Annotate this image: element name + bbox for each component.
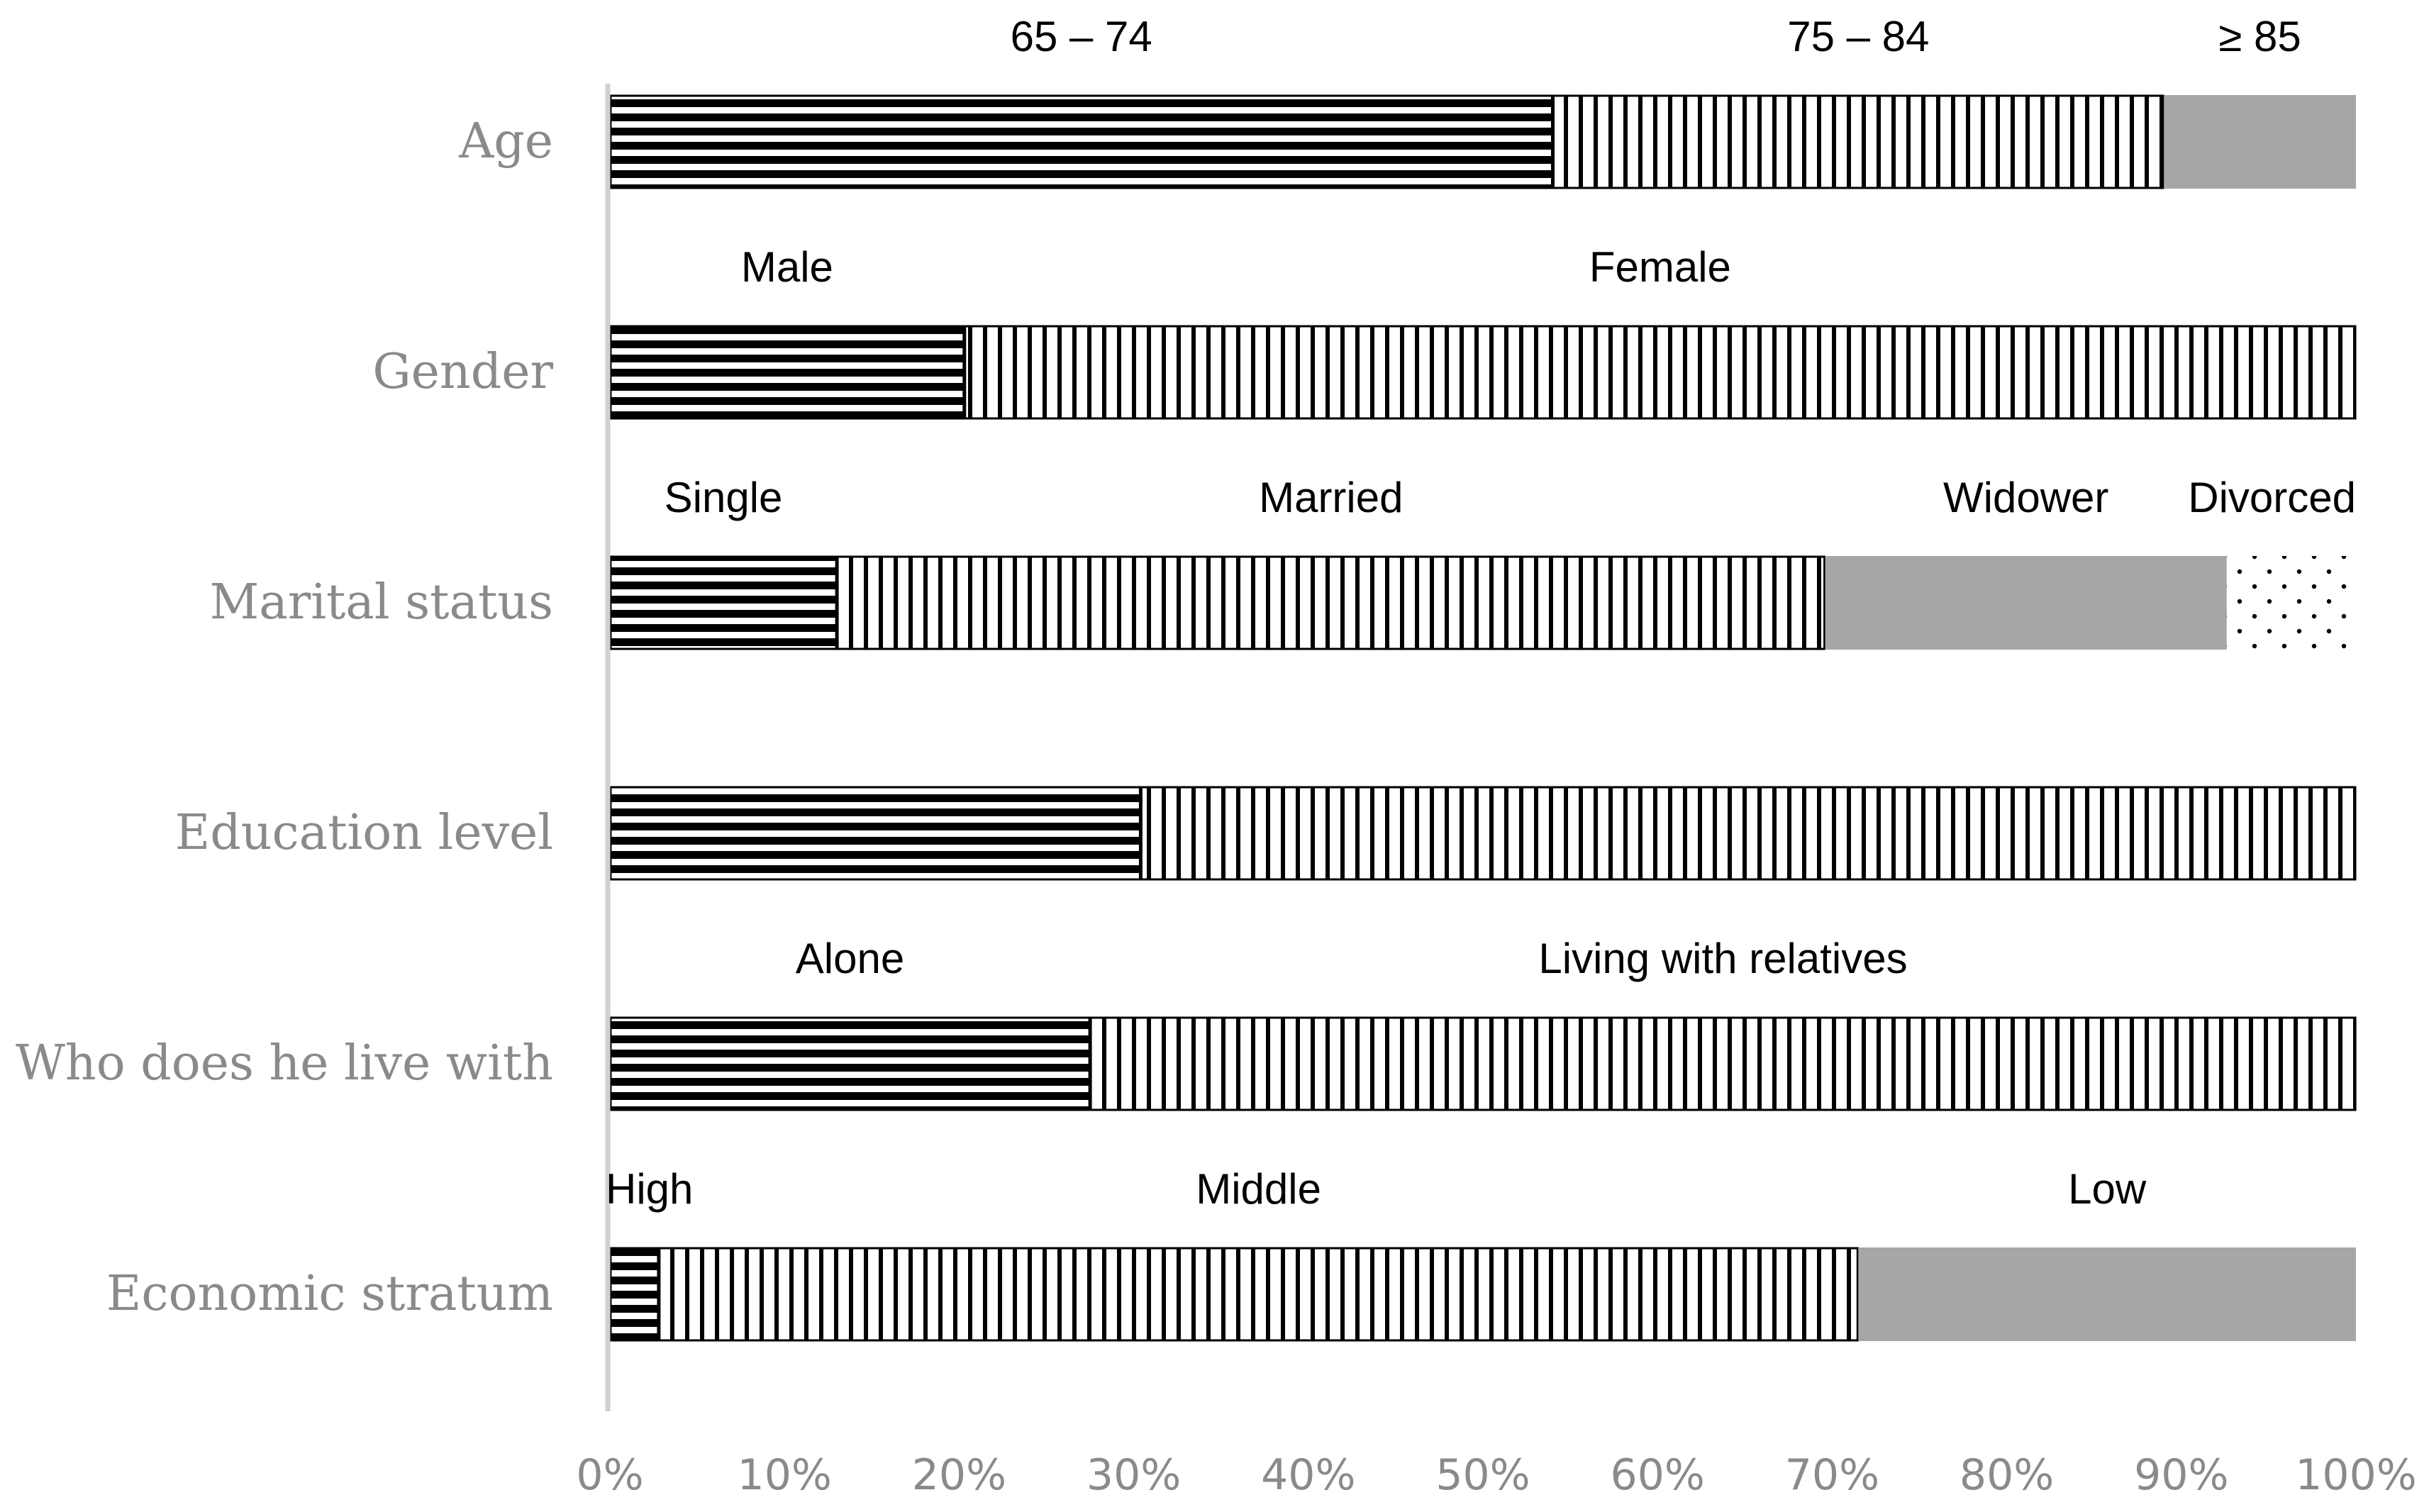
segment-label-gender-female: Female bbox=[1589, 243, 1731, 291]
x-tick-label-10: 10% bbox=[738, 1450, 832, 1500]
x-tick-label-60: 60% bbox=[1611, 1450, 1705, 1500]
category-label-age: Age bbox=[458, 113, 553, 169]
bar-marital-status-widower bbox=[1825, 556, 2227, 650]
x-tick-label-40: 40% bbox=[1261, 1450, 1355, 1500]
labels-layer: Age 65 – 74 75 – 84 ≥ 85 Gender Male Female Mar… bbox=[16, 13, 2356, 1322]
bar-marital-status-married bbox=[837, 556, 1825, 650]
category-label-economic-stratum: Economic stratum bbox=[106, 1266, 553, 1322]
x-axis-ticks: 0% 10% 20% 30% 40% 50% 60% 70% 80% 90% 100% bbox=[576, 1450, 2416, 1500]
segment-label-who-does-he-live-with-living-with-relatives: Living with relatives bbox=[1538, 935, 1907, 982]
bar-education-level-segment-2 bbox=[1140, 786, 2356, 880]
bar-gender-female bbox=[964, 326, 2356, 419]
x-tick-label-30: 30% bbox=[1086, 1450, 1181, 1500]
x-tick-label-0: 0% bbox=[576, 1450, 643, 1500]
x-tick-label-100: 100% bbox=[2295, 1450, 2417, 1500]
bar-education-level-segment-1 bbox=[610, 786, 1141, 880]
segment-label-age-75-84: 75 – 84 bbox=[1787, 13, 1929, 60]
bar-age-85 bbox=[2164, 95, 2356, 189]
segment-label-age-65-74: 65 – 74 bbox=[1011, 13, 1152, 60]
x-tick-label-50: 50% bbox=[1435, 1450, 1530, 1500]
segment-label-who-does-he-live-with-alone: Alone bbox=[796, 935, 904, 982]
x-tick-label-90: 90% bbox=[2134, 1450, 2228, 1500]
bar-outline-who-does-he-live-with-living-with-relatives bbox=[1089, 1016, 2357, 1111]
bar-outline-economic-stratum-middle bbox=[658, 1247, 1859, 1342]
segment-label-age-85: ≥ 85 bbox=[2218, 13, 2301, 60]
segment-label-economic-stratum-high: High bbox=[606, 1165, 693, 1213]
category-label-gender: Gender bbox=[372, 344, 553, 400]
segment-label-marital-status-widower: Widower bbox=[1943, 474, 2108, 521]
bar-outline-gender-male bbox=[609, 325, 965, 420]
category-label-marital-status: Marital status bbox=[210, 574, 553, 630]
bar-outline-economic-stratum-high bbox=[609, 1247, 660, 1342]
bar-gender-male bbox=[610, 326, 965, 419]
bar-outline-age-65-74 bbox=[609, 94, 1553, 189]
bar-outline-gender-female bbox=[964, 325, 2357, 420]
category-label-who-does-he-live-with: Who does he live with bbox=[16, 1035, 553, 1091]
x-tick-label-20: 20% bbox=[912, 1450, 1006, 1500]
bar-economic-stratum-low bbox=[1858, 1247, 2356, 1341]
bar-outline-age-75-84 bbox=[1552, 94, 2164, 189]
bar-outline-education-level-segment-1 bbox=[609, 786, 1141, 881]
bar-outline-education-level-segment-2 bbox=[1140, 786, 2357, 881]
x-tick-label-70: 70% bbox=[1785, 1450, 1879, 1500]
bar-economic-stratum-middle bbox=[658, 1247, 1859, 1341]
bar-marital-status-single bbox=[610, 556, 838, 650]
segment-label-marital-status-married: Married bbox=[1259, 474, 1403, 521]
bar-age-65-74 bbox=[610, 95, 1553, 189]
segment-label-economic-stratum-low: Low bbox=[2068, 1165, 2147, 1213]
segment-label-marital-status-single: Single bbox=[665, 474, 783, 521]
segment-label-economic-stratum-middle: Middle bbox=[1196, 1165, 1321, 1213]
bar-who-does-he-live-with-alone bbox=[610, 1017, 1091, 1111]
segment-label-gender-male: Male bbox=[741, 243, 833, 291]
x-tick-label-80: 80% bbox=[1960, 1450, 2054, 1500]
bars-layer bbox=[609, 94, 2357, 1342]
bar-age-75-84 bbox=[1552, 95, 2164, 189]
bar-outline-marital-status-single bbox=[609, 555, 838, 650]
bar-outline-marital-status-married bbox=[836, 555, 1826, 650]
bar-marital-status-divorced bbox=[2226, 556, 2356, 650]
category-label-education-level: Education level bbox=[175, 805, 553, 861]
bar-economic-stratum-high bbox=[610, 1247, 659, 1341]
segment-label-marital-status-divorced: Divorced bbox=[2188, 474, 2356, 521]
bar-outline-who-does-he-live-with-alone bbox=[609, 1016, 1091, 1111]
bar-who-does-he-live-with-living-with-relatives bbox=[1090, 1017, 2357, 1111]
